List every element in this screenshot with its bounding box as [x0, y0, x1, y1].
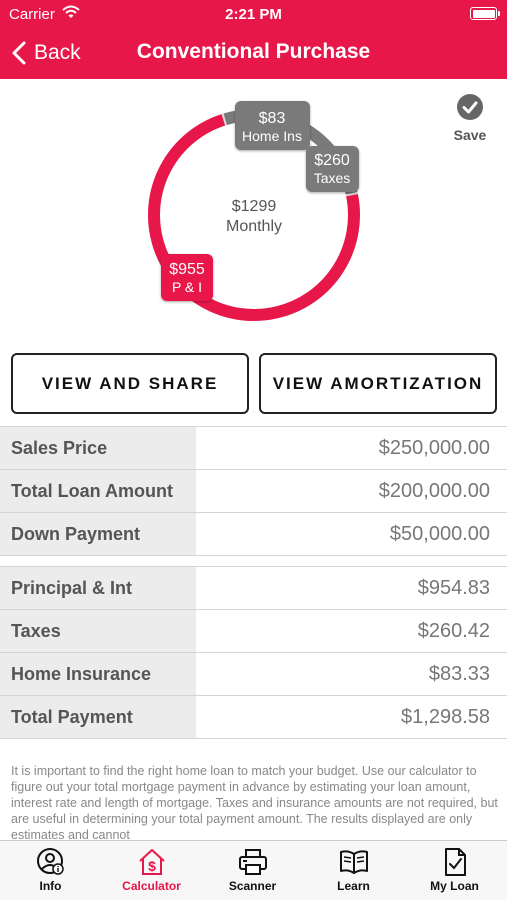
check-circle-icon: [457, 94, 483, 120]
callout-home-ins: [235, 101, 310, 150]
navigation-bar: Back Conventional Purchase: [0, 28, 507, 79]
tab-label: Scanner: [228, 879, 277, 893]
view-and-share-button[interactable]: VIEW AND SHARE: [11, 353, 249, 414]
back-button[interactable]: Back: [12, 38, 81, 68]
table-row: Total Loan Amount $200,000.00: [0, 470, 507, 513]
pi-value: $955: [169, 261, 205, 278]
svg-text:$: $: [148, 858, 156, 874]
row-label: Taxes: [0, 610, 196, 652]
disclaimer-text: It is important to find the right home l…: [11, 764, 498, 840]
house-dollar-icon: $: [138, 849, 165, 875]
top-bar: Carrier 2:21 PM Back Conventional Purcha…: [0, 0, 507, 79]
printer-icon: [238, 849, 267, 875]
document-check-icon: [444, 848, 466, 876]
monthly-total-label: Monthly: [226, 218, 282, 235]
tab-label: Calculator: [122, 879, 181, 893]
row-label: Principal & Int: [0, 567, 196, 609]
tab-label: My Loan: [430, 879, 479, 893]
clock: 2:21 PM: [225, 6, 282, 23]
table-row: Taxes $260.42: [0, 610, 507, 653]
payment-donut-chart: $1299 Monthly $83 Home Ins $260 Taxes $9…: [148, 101, 360, 321]
tab-scanner[interactable]: Scanner: [202, 841, 303, 900]
row-value: $83.33: [428, 662, 490, 685]
home-ins-label: Home Ins: [242, 128, 302, 144]
table-row: Down Payment $50,000.00: [0, 513, 507, 556]
row-value: $200,000.00: [378, 479, 490, 502]
row-label: Total Payment: [0, 696, 196, 738]
tab-my-loan[interactable]: My Loan: [404, 841, 505, 900]
battery-icon: [470, 7, 500, 20]
row-value: $50,000.00: [389, 522, 490, 545]
carrier-label: Carrier: [9, 6, 55, 23]
tab-bar: Info $ Calculator Scanner: [0, 840, 507, 900]
table-row: Total Payment $1,298.58: [0, 696, 507, 739]
payment-summary-table: Principal & Int $954.83 Taxes $260.42 Ho…: [0, 566, 507, 739]
tab-learn[interactable]: Learn: [303, 841, 404, 900]
payment-chart-area: $1299 Monthly $83 Home Ins $260 Taxes $9…: [0, 79, 507, 347]
save-label: Save: [453, 127, 487, 143]
table-row: Principal & Int $954.83: [0, 567, 507, 610]
taxes-label: Taxes: [314, 170, 351, 186]
table-row: Sales Price $250,000.00: [0, 427, 507, 470]
home-ins-value: $83: [259, 110, 286, 127]
page-title: Conventional Purchase: [136, 40, 371, 63]
back-label: Back: [34, 41, 81, 64]
taxes-value: $260: [314, 152, 350, 169]
row-label: Down Payment: [0, 513, 196, 555]
callout-pi: [161, 254, 213, 301]
view-amortization-button[interactable]: VIEW AMORTIZATION: [259, 353, 497, 414]
tab-info[interactable]: Info: [0, 841, 101, 900]
pi-label: P & I: [172, 279, 202, 295]
save-button[interactable]: Save: [447, 93, 493, 143]
tab-calculator[interactable]: $ Calculator: [101, 841, 202, 900]
wifi-icon: [62, 5, 80, 23]
row-label: Home Insurance: [0, 653, 196, 695]
info-person-icon: [36, 848, 64, 875]
slice-pi: [148, 114, 360, 321]
table-row: Home Insurance $83.33: [0, 653, 507, 696]
row-value: $260.42: [417, 619, 490, 642]
loan-summary-table: Sales Price $250,000.00 Total Loan Amoun…: [0, 426, 507, 556]
monthly-total-value: $1299: [232, 198, 277, 215]
tab-label: Info: [39, 879, 62, 893]
book-icon: [339, 850, 368, 874]
row-value: $954.83: [417, 576, 490, 599]
chevron-left-icon: [12, 41, 26, 65]
callout-taxes: [306, 146, 359, 192]
row-value: $1,298.58: [401, 705, 490, 728]
row-label: Total Loan Amount: [0, 470, 196, 512]
row-label: Sales Price: [0, 427, 196, 469]
tab-label: Learn: [337, 879, 370, 893]
status-bar: Carrier 2:21 PM: [0, 0, 507, 28]
row-value: $250,000.00: [378, 436, 490, 459]
